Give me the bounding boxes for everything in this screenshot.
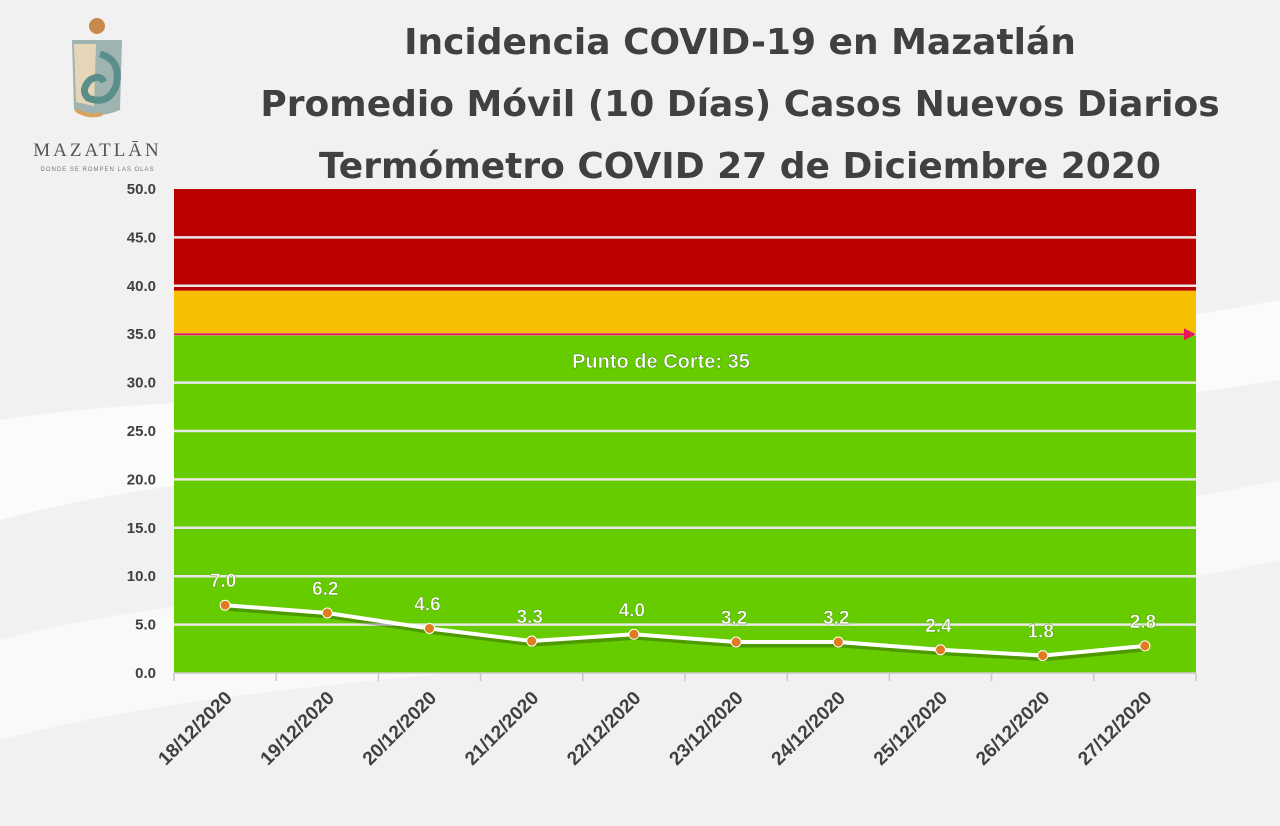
cutoff-arrow-icon xyxy=(1184,328,1196,341)
title-line-2: Promedio Móvil (10 Días) Casos Nuevos Di… xyxy=(260,84,1220,125)
data-label: 3.2 xyxy=(721,608,747,629)
x-tick-label: 23/12/2020 xyxy=(666,688,748,770)
series-line-shadow xyxy=(226,605,1148,662)
chart-title: Incidencia COVID-19 en Mazatlán Promedio… xyxy=(200,12,1280,198)
y-tick-label: 30.0 xyxy=(127,375,156,392)
x-tick-label: 19/12/2020 xyxy=(257,688,339,770)
y-tick-label: 15.0 xyxy=(127,520,156,537)
red-zone-band xyxy=(174,189,1196,291)
data-label: 1.8 xyxy=(1027,622,1053,643)
y-tick-label: 0.0 xyxy=(135,665,156,682)
y-tick-label: 10.0 xyxy=(127,568,156,585)
x-tick-label: 26/12/2020 xyxy=(972,688,1054,770)
y-tick-label: 35.0 xyxy=(127,326,156,343)
y-tick-label: 40.0 xyxy=(127,278,156,295)
data-label: 3.3 xyxy=(516,607,542,628)
data-label: 2.8 xyxy=(1130,612,1156,633)
y-tick-label: 50.0 xyxy=(127,181,156,198)
data-point xyxy=(1139,640,1151,652)
data-label: 7.0 xyxy=(210,571,236,592)
y-tick-label: 45.0 xyxy=(127,229,156,246)
data-label: 2.4 xyxy=(925,616,952,637)
x-tick-label: 20/12/2020 xyxy=(359,688,441,770)
x-tick-label: 27/12/2020 xyxy=(1074,688,1156,770)
data-point xyxy=(321,607,333,619)
y-tick-label: 20.0 xyxy=(127,471,156,488)
data-point xyxy=(424,622,435,634)
data-label: 4.0 xyxy=(619,600,645,621)
data-point xyxy=(832,636,844,648)
x-tick-label: 22/12/2020 xyxy=(563,688,645,770)
data-label: 4.6 xyxy=(414,594,440,615)
x-tick-label: 21/12/2020 xyxy=(461,688,543,770)
title-line-1: Incidencia COVID-19 en Mazatlán xyxy=(404,22,1076,63)
data-point xyxy=(730,636,742,648)
data-label: 6.2 xyxy=(312,579,338,600)
title-line-3: Termómetro COVID 27 de Diciembre 2020 xyxy=(319,146,1161,187)
logo-tagline: DONDE SE ROMPEN LAS OLAS xyxy=(40,167,155,173)
x-tick-label: 18/12/2020 xyxy=(155,688,237,770)
data-point xyxy=(628,628,640,640)
data-point xyxy=(526,635,538,647)
wave-emblem-icon xyxy=(72,18,122,118)
x-tick-label: 24/12/2020 xyxy=(768,688,850,770)
data-point xyxy=(1037,650,1049,662)
yellow-zone-band xyxy=(174,290,1196,335)
cutoff-label: Punto de Corte: 35 xyxy=(572,351,750,373)
data-point xyxy=(219,599,231,611)
y-tick-label: 25.0 xyxy=(127,423,156,440)
series-line xyxy=(224,603,1146,658)
x-tick-label: 25/12/2020 xyxy=(870,688,952,770)
logo-wordmark: MAZATLĀN xyxy=(33,140,162,161)
data-point xyxy=(935,644,946,656)
y-tick-label: 5.0 xyxy=(135,617,156,634)
data-label: 3.2 xyxy=(823,608,849,629)
mazatlan-logo: MAZATLĀN DONDE SE ROMPEN LAS OLAS xyxy=(10,10,185,173)
